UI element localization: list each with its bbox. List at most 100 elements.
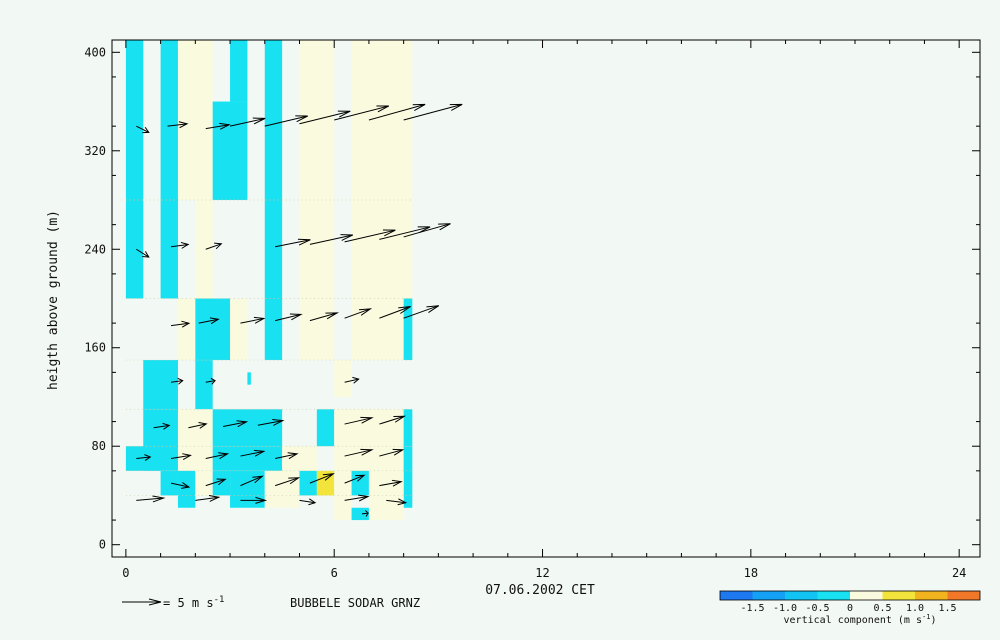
- wind-vector-head: [360, 448, 374, 456]
- data-cell: [212, 446, 283, 471]
- axis-ticks: 0 80 160 240 320 400 0 6 12 18 24: [84, 40, 980, 580]
- wind-vector-head: [181, 482, 191, 489]
- data-cell: [403, 298, 413, 361]
- wind-vector-head: [393, 415, 407, 423]
- wind-vector-shaft: [205, 453, 228, 460]
- wind-vector-head: [417, 226, 431, 234]
- vertical-component-cells: [125, 40, 413, 521]
- colorbar-box: [915, 591, 948, 600]
- wind-vector: [170, 482, 191, 489]
- plot-border: [111, 39, 981, 558]
- data-cell: [351, 470, 369, 496]
- wind-vector: [136, 125, 150, 134]
- data-cell: [177, 409, 213, 471]
- y-tick-label: 160: [84, 341, 106, 355]
- wind-vector: [361, 510, 369, 517]
- wind-vector-shaft: [379, 449, 403, 457]
- wind-vector-head: [358, 494, 370, 502]
- wind-vector: [368, 103, 426, 121]
- colorbar-label: vertical component (m s-1): [784, 613, 937, 626]
- wind-scale-legend: = 5 m s-1: [122, 595, 224, 610]
- wind-vector: [344, 376, 360, 384]
- wind-vector-shaft: [195, 496, 219, 501]
- wind-vector-head: [295, 115, 308, 123]
- wind-vector-shaft: [361, 512, 369, 515]
- wind-vector-shaft: [170, 454, 191, 460]
- wind-vector-shaft: [264, 115, 308, 127]
- data-cell: [125, 40, 144, 299]
- wind-vector: [170, 377, 184, 385]
- wind-vector: [257, 419, 285, 426]
- wind-vector: [403, 305, 440, 319]
- data-cell: [143, 360, 178, 410]
- wind-vector: [386, 498, 408, 506]
- wind-vector-head: [426, 305, 440, 313]
- wind-vector: [170, 453, 192, 461]
- data-cell: [177, 470, 196, 508]
- wind-vector-shaft: [136, 497, 164, 501]
- wind-vector: [299, 498, 317, 506]
- colorbar-box: [947, 591, 980, 600]
- data-cell: [125, 446, 161, 471]
- wind-vector-shaft: [344, 378, 359, 383]
- wind-vector-shaft: [379, 306, 411, 319]
- wind-vector-head: [142, 126, 150, 134]
- wind-vector-head: [398, 305, 411, 314]
- wind-vector-head: [177, 377, 184, 385]
- y-tick-label: 240: [84, 242, 106, 256]
- wind-vector: [240, 475, 264, 487]
- wind-vector-shaft: [136, 248, 150, 258]
- wind-vector-shaft: [344, 229, 396, 243]
- station-label: BUBBELE SODAR GRNZ: [290, 596, 420, 610]
- wind-vector-head: [182, 453, 192, 461]
- data-cell: [160, 470, 178, 496]
- wind-vector-shaft: [299, 499, 316, 504]
- wind-vector-head: [252, 475, 264, 484]
- wind-vector: [379, 415, 407, 425]
- wind-vector-shaft: [344, 495, 369, 501]
- wind-vector-shaft: [229, 117, 266, 127]
- colorbar-box: [882, 591, 915, 600]
- x-tick-label: 0: [122, 566, 129, 580]
- data-cell: [316, 409, 335, 447]
- data-cell: [230, 298, 248, 361]
- x-tick-label: 6: [331, 566, 338, 580]
- wind-vector-head: [219, 122, 231, 130]
- wind-vector-head: [209, 317, 220, 325]
- x-tick-label: 12: [535, 566, 549, 580]
- wind-vector-shaft: [136, 125, 150, 133]
- wind-vector-head: [412, 103, 426, 111]
- wind-vector-shaft: [386, 499, 406, 504]
- wind-vector: [403, 103, 463, 121]
- wind-vector-head: [355, 474, 366, 482]
- data-cell: [230, 40, 248, 102]
- wind-vector-shaft: [275, 313, 302, 322]
- colorbar-tick-labels: -1.5 -1.0 -0.5 0 0.5 1.0 1.5: [740, 603, 956, 614]
- wind-vector-shaft: [205, 380, 216, 383]
- data-cell: [212, 101, 248, 201]
- wind-scale-exponent: -1: [214, 595, 225, 605]
- wind-vector-shaft: [309, 234, 353, 245]
- wind-vector: [275, 452, 299, 460]
- colorbar-box: [850, 591, 883, 600]
- wind-vector-head: [272, 419, 285, 426]
- wind-vector-head: [391, 479, 403, 487]
- data-cell: [195, 360, 213, 410]
- data-cell: [212, 470, 231, 496]
- wind-vector-head: [208, 495, 221, 502]
- wind-vector: [379, 305, 411, 319]
- data-cell: [299, 40, 335, 361]
- wind-vector-head: [397, 498, 408, 506]
- wind-vector: [275, 238, 311, 248]
- wind-vector: [205, 122, 231, 130]
- wind-vector: [240, 449, 266, 457]
- wind-vector-shaft: [368, 103, 426, 121]
- data-cell: [212, 409, 283, 447]
- wind-vector-shaft: [275, 453, 298, 460]
- wind-vector-head: [288, 477, 301, 485]
- wind-vector-shaft: [170, 243, 189, 248]
- y-tick-label: 400: [84, 45, 106, 59]
- data-cell: [403, 409, 413, 447]
- wind-vector: [229, 117, 266, 127]
- wind-vector: [309, 234, 354, 245]
